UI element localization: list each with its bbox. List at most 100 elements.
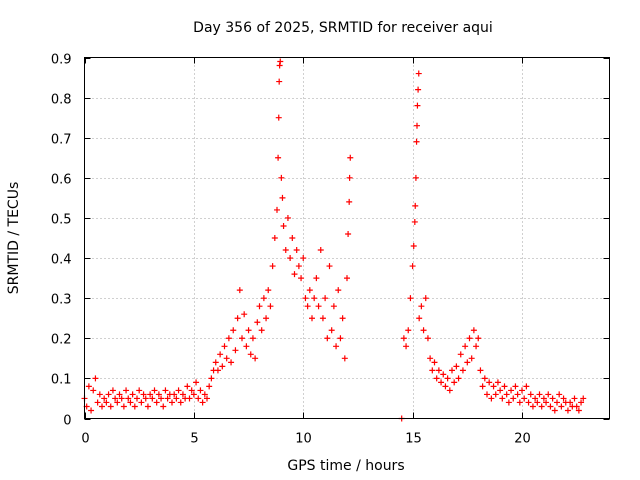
x-tick-label: 0: [81, 432, 89, 447]
x-tick-label: 15: [405, 432, 422, 447]
data-point: [473, 343, 480, 350]
data-point: [212, 359, 219, 366]
x-tick-label: 5: [190, 432, 198, 447]
data-point: [276, 62, 283, 69]
data-point: [309, 315, 315, 322]
data-point: [427, 355, 434, 362]
data-point: [219, 363, 226, 370]
data-point: [416, 315, 423, 322]
data-point: [486, 379, 493, 386]
data-point: [313, 275, 320, 282]
data-point: [571, 395, 578, 402]
data-point: [488, 395, 495, 402]
data-point: [529, 403, 536, 410]
data-point: [179, 391, 186, 398]
y-tick-labels: 0 0.1 0.2 0.3 0.4 0.5 0.6 0.7 0.8 0.9: [51, 53, 72, 429]
data-point: [540, 395, 547, 402]
data-point: [247, 351, 254, 358]
y-axis-label: SRMTID / TECUs: [6, 182, 22, 295]
data-point: [169, 399, 175, 406]
data-point: [345, 230, 352, 237]
data-point: [438, 379, 445, 386]
data-point: [136, 387, 143, 394]
data-point: [481, 375, 488, 382]
data-point: [173, 395, 180, 402]
data-point: [442, 383, 449, 390]
data-point: [415, 70, 422, 77]
data-point: [114, 399, 121, 406]
data-point: [420, 327, 427, 334]
data-point: [289, 235, 296, 241]
data-point: [267, 303, 274, 310]
data-point: [134, 395, 140, 402]
data-point: [512, 383, 519, 390]
data-point: [254, 319, 261, 326]
data-point: [101, 395, 108, 402]
data-point: [407, 295, 414, 302]
data-point: [142, 395, 149, 402]
data-point: [479, 383, 486, 390]
y-tick-label: 0.4: [51, 253, 72, 268]
data-point: [501, 383, 508, 390]
data-point: [177, 399, 184, 406]
data-point: [208, 375, 215, 382]
data-point: [118, 395, 125, 402]
data-point: [109, 387, 116, 394]
data-point: [556, 391, 563, 398]
data-point: [497, 387, 504, 394]
data-point: [523, 383, 530, 390]
data-point: [279, 194, 286, 201]
data-point: [415, 86, 422, 93]
data-point: [468, 355, 475, 362]
data-point: [346, 174, 353, 181]
data-point: [304, 303, 311, 310]
data-point: [424, 335, 431, 342]
data-point: [201, 391, 208, 398]
data-point: [333, 343, 340, 350]
data-point: [162, 387, 169, 394]
data-point: [311, 295, 318, 302]
axis-ticks: [84, 57, 610, 420]
data-point: [103, 399, 110, 406]
x-tick-labels: 0 5 10 15 20: [81, 432, 530, 447]
data-point: [409, 263, 416, 270]
y-tick-label: 0.5: [51, 213, 72, 228]
y-tick-label: 0.9: [51, 53, 72, 68]
data-point: [435, 367, 442, 374]
data-point: [147, 391, 154, 398]
data-point: [573, 403, 580, 410]
data-point: [558, 403, 565, 410]
data-point: [564, 407, 571, 414]
data-point: [470, 327, 477, 334]
data-point: [230, 327, 237, 334]
data-point: [234, 315, 241, 322]
data-point: [90, 387, 97, 394]
data-point: [151, 387, 158, 394]
data-point: [322, 295, 329, 302]
data-point: [560, 395, 567, 402]
data-point: [499, 395, 506, 402]
data-point: [337, 335, 344, 342]
data-point: [204, 395, 210, 402]
data-point: [175, 387, 182, 394]
data-point: [195, 395, 202, 402]
data-point: [326, 263, 333, 270]
data-point: [475, 335, 482, 342]
data-point: [252, 355, 259, 362]
data-point: [459, 367, 466, 374]
data-point: [193, 379, 200, 386]
data-point: [525, 399, 532, 406]
data-point: [484, 391, 490, 398]
data-point: [263, 315, 270, 322]
grid-lines: [84, 57, 610, 419]
data-point: [271, 235, 278, 241]
data-point: [449, 367, 455, 374]
data-point: [341, 355, 348, 362]
data-point: [92, 375, 99, 382]
data-point: [429, 367, 436, 374]
data-point: [171, 391, 178, 398]
data-point: [462, 343, 469, 350]
data-point: [508, 387, 515, 394]
data-point: [291, 271, 298, 278]
data-point: [477, 367, 484, 374]
